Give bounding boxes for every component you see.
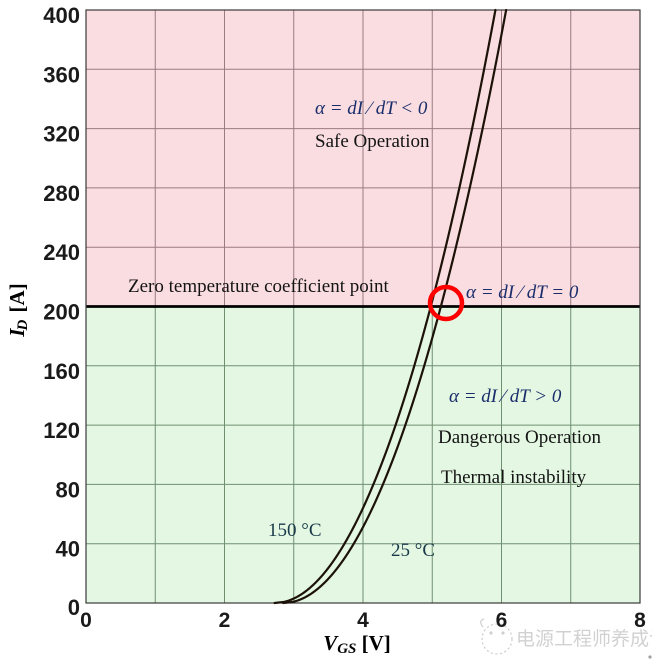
svg-text:α = dI ⁄ dT > 0: α = dI ⁄ dT > 0: [449, 386, 562, 407]
svg-text:α = dI ⁄ dT = 0: α = dI ⁄ dT = 0: [466, 282, 579, 303]
svg-text:160: 160: [43, 359, 80, 384]
svg-text:150 °C: 150 °C: [268, 520, 322, 541]
svg-text:0: 0: [80, 609, 92, 632]
svg-text:200: 200: [43, 300, 80, 325]
svg-text:4: 4: [357, 609, 369, 632]
svg-text:Dangerous Operation: Dangerous Operation: [438, 427, 602, 448]
svg-text:VGS [V]: VGS [V]: [323, 631, 391, 657]
svg-text:25 °C: 25 °C: [391, 540, 435, 561]
svg-text:ID [A]: ID [A]: [5, 283, 31, 337]
svg-text:电源工程师养成记: 电源工程师养成记: [516, 628, 652, 650]
svg-text:320: 320: [43, 122, 80, 147]
svg-text:80: 80: [56, 477, 80, 502]
svg-text:6: 6: [496, 609, 508, 632]
svg-text:240: 240: [43, 240, 80, 265]
svg-text:0: 0: [68, 595, 80, 620]
svg-text:Zero temperature coefficient p: Zero temperature coefficient point: [128, 276, 389, 297]
svg-text:280: 280: [43, 181, 80, 206]
svg-text:40: 40: [56, 537, 80, 562]
svg-text:360: 360: [43, 62, 80, 87]
svg-text:400: 400: [43, 3, 80, 28]
svg-text:2: 2: [219, 609, 231, 632]
svg-text:Safe Operation: Safe Operation: [315, 131, 430, 152]
svg-text:α = dI ⁄ dT < 0: α = dI ⁄ dT < 0: [315, 98, 428, 119]
svg-text:Thermal instability: Thermal instability: [441, 467, 587, 488]
svg-text:120: 120: [43, 418, 80, 443]
